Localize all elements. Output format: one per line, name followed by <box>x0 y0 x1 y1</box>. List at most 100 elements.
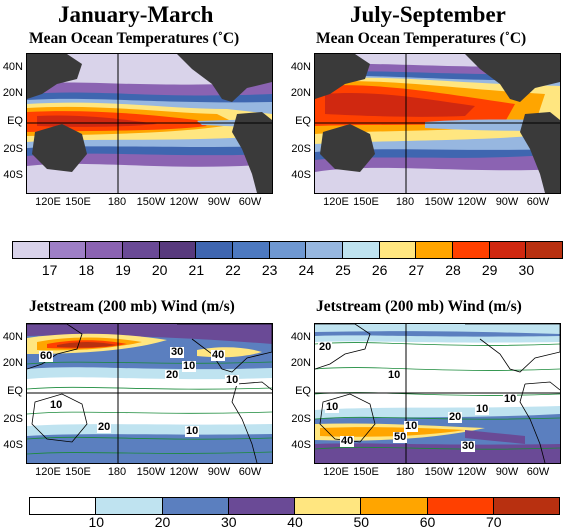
sst-title-right: Mean Ocean Temperatures (˚C) <box>316 30 527 47</box>
sst-colorbar-tick-label: 28 <box>445 262 461 278</box>
jfm-sst-lon-label: 120W <box>169 196 199 208</box>
season-title-right: July-September <box>350 2 506 27</box>
sst-colorbar-swatch <box>85 241 123 259</box>
jfm-jet-lat-label: 20N <box>2 357 23 369</box>
sst-colorbar-tick-label: 17 <box>41 262 58 278</box>
contour-label: 20 <box>97 421 112 433</box>
contour-label: 30 <box>170 346 185 358</box>
contour-label: 60 <box>39 350 54 362</box>
sst-colorbar-tick-label: 18 <box>78 262 95 278</box>
sst-title-left: Mean Ocean Temperatures (˚C) <box>29 30 240 47</box>
jas-jet-map: 20 10 10 10 20 40 50 30 10 10 <box>314 323 561 464</box>
jfm-jet-lon-label: 120W <box>169 466 199 478</box>
jfm-jet-lon-label: 180 <box>107 466 127 478</box>
contour-label: 10 <box>404 420 419 432</box>
wind-colorbar-swatch <box>95 497 163 515</box>
jas-jet-lon-label: 180 <box>395 466 415 478</box>
jet-title-left: Jetstream (200 mb) Wind (m/s) <box>29 298 235 315</box>
jas-sst-lat-label: 40S <box>291 169 311 181</box>
wind-colorbar-tick-label: 70 <box>485 514 502 530</box>
wind-colorbar-swatch <box>29 497 97 515</box>
jas-sst-lat-label: 40N <box>290 61 311 73</box>
jas-sst-map <box>314 53 561 194</box>
wind-colorbar-swatch <box>161 497 229 515</box>
jfm-sst-lon-label: 120E <box>35 196 61 208</box>
sst-colorbar-swatch <box>48 241 87 259</box>
sst-colorbar-tick-label: 26 <box>371 262 388 278</box>
wind-colorbar-swatch <box>426 497 494 515</box>
jas-jet-lon-label: 60W <box>526 466 550 478</box>
jfm-jet-lon-label: 60W <box>238 466 262 478</box>
jas-jet-lat-label: 40S <box>291 439 311 451</box>
contour-label: 10 <box>325 401 340 413</box>
jfm-sst-lon-label: 180 <box>107 196 127 208</box>
contour-label: 10 <box>503 393 518 405</box>
sst-colorbar-tick-label: 23 <box>261 262 278 278</box>
jas-jet-lon-label: 120E <box>323 466 349 478</box>
wind-colorbar-tick-label: 40 <box>287 514 303 530</box>
jas-jet-lat-label: 40N <box>290 331 311 343</box>
jfm-jet-lat-label: EQ <box>7 385 23 397</box>
jas-jet-lon-label: 120W <box>457 466 487 478</box>
sst-colorbar-swatch <box>378 241 417 259</box>
jas-sst-lon-label: 90W <box>495 196 519 208</box>
sst-colorbar-swatch <box>231 241 270 259</box>
season-title-left: January-March <box>58 2 214 27</box>
sst-colorbar-swatch <box>488 241 527 259</box>
jas-sst-lat-label: EQ <box>295 115 311 127</box>
wind-colorbar-swatch <box>492 497 560 515</box>
jas-sst-lat-label: 20S <box>291 143 311 155</box>
jas-jet-lon-label: 90W <box>495 466 519 478</box>
contour-label: 10 <box>49 399 64 411</box>
sst-colorbar-tick-label: 21 <box>188 262 205 278</box>
wind-colorbar-tick-label: 30 <box>220 514 237 530</box>
jas-jet-lat-label: EQ <box>295 385 311 397</box>
sst-colorbar-tick-label: 27 <box>408 262 425 278</box>
sst-colorbar-swatch <box>268 241 307 259</box>
wind-colorbar-tick-label: 60 <box>419 514 436 530</box>
sst-colorbar-swatch <box>451 241 490 259</box>
sst-colorbar-tick-label: 25 <box>335 262 351 278</box>
contour-label: 20 <box>448 411 463 423</box>
jfm-jet-map: 60 40 30 10 20 10 10 20 10 <box>26 323 273 464</box>
jfm-jet-lon-label: 120E <box>35 466 61 478</box>
jfm-jet-lon-label: 90W <box>207 466 231 478</box>
jas-sst-lon-label: 150W <box>424 196 454 208</box>
jas-sst-lon-label: 60W <box>526 196 550 208</box>
jas-sst-lat-label: 20N <box>290 87 311 99</box>
contour-label: 10 <box>182 360 197 372</box>
sst-colorbar-swatch <box>525 241 563 259</box>
contour-label: 40 <box>211 349 226 361</box>
jfm-sst-lat-label: 20S <box>3 143 23 155</box>
sst-colorbar-tick-label: 20 <box>151 262 168 278</box>
jfm-sst-lon-label: 90W <box>207 196 231 208</box>
contour-label: 10 <box>475 403 490 415</box>
wind-colorbar <box>29 497 560 515</box>
wind-colorbar-swatch <box>227 497 295 515</box>
wind-colorbar-tick-label: 20 <box>154 514 171 530</box>
contour-label: 10 <box>387 369 402 381</box>
sst-colorbar-tick-label: 24 <box>298 262 315 278</box>
jfm-sst-lon-label: 60W <box>238 196 262 208</box>
sst-colorbar-swatch <box>121 241 160 259</box>
contour-label: 10 <box>225 374 240 386</box>
sst-colorbar <box>12 241 563 259</box>
jas-sst-lon-label: 120E <box>323 196 349 208</box>
sst-colorbar-tick-label: 19 <box>115 262 131 278</box>
contour-label: 20 <box>165 369 180 381</box>
contour-label: 30 <box>461 440 476 452</box>
wind-colorbar-tick-label: 10 <box>88 514 105 530</box>
contour-label: 50 <box>393 431 408 443</box>
sst-colorbar-swatch <box>305 241 343 259</box>
sst-colorbar-swatch <box>12 241 50 259</box>
sst-colorbar-tick-label: 22 <box>225 262 241 278</box>
jas-jet-lat-label: 20N <box>290 357 311 369</box>
jas-sst-lon-label: 180 <box>395 196 415 208</box>
jfm-sst-map <box>26 53 273 194</box>
wind-colorbar-swatch <box>294 497 362 515</box>
jfm-sst-lon-label: 150W <box>136 196 166 208</box>
sst-colorbar-swatch <box>195 241 233 259</box>
jfm-sst-lat-label: EQ <box>7 115 23 127</box>
jet-title-right: Jetstream (200 mb) Wind (m/s) <box>316 298 522 315</box>
sst-colorbar-tick-label: 29 <box>481 262 498 278</box>
